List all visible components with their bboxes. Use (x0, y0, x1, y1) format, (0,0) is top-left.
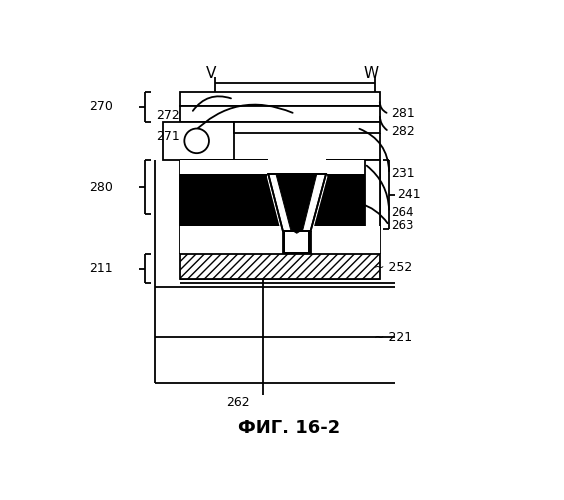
Text: 281: 281 (391, 108, 415, 120)
Text: 231: 231 (391, 168, 415, 180)
Bar (180, 226, 268, 254)
Polygon shape (268, 174, 326, 231)
Polygon shape (276, 174, 317, 233)
Bar (163, 122, 233, 160)
Bar (233, 122, 380, 133)
Text: ~ 221: ~ 221 (374, 330, 412, 344)
Text: V: V (206, 66, 217, 82)
Bar (180, 160, 268, 174)
Bar (180, 106, 380, 122)
Text: 272: 272 (157, 109, 180, 122)
Text: 211: 211 (89, 262, 112, 275)
Text: ФИГ. 16-2: ФИГ. 16-2 (238, 419, 340, 437)
Text: 271: 271 (157, 130, 180, 142)
Bar (180, 174, 380, 226)
Text: 263: 263 (391, 219, 414, 232)
Bar (364, 160, 380, 230)
Circle shape (184, 128, 209, 153)
Text: 270: 270 (89, 100, 113, 114)
Bar (326, 160, 364, 174)
Bar (180, 254, 380, 280)
Bar (285, 232, 309, 252)
Text: ~ 252: ~ 252 (374, 262, 412, 274)
Text: 264: 264 (391, 206, 414, 219)
Text: W: W (363, 66, 378, 82)
Text: 280: 280 (89, 180, 113, 194)
Bar (180, 92, 380, 106)
Bar (326, 226, 380, 254)
Text: 262: 262 (226, 396, 249, 409)
Text: 282: 282 (391, 125, 415, 138)
Bar (283, 231, 311, 254)
Text: 241: 241 (397, 188, 421, 201)
